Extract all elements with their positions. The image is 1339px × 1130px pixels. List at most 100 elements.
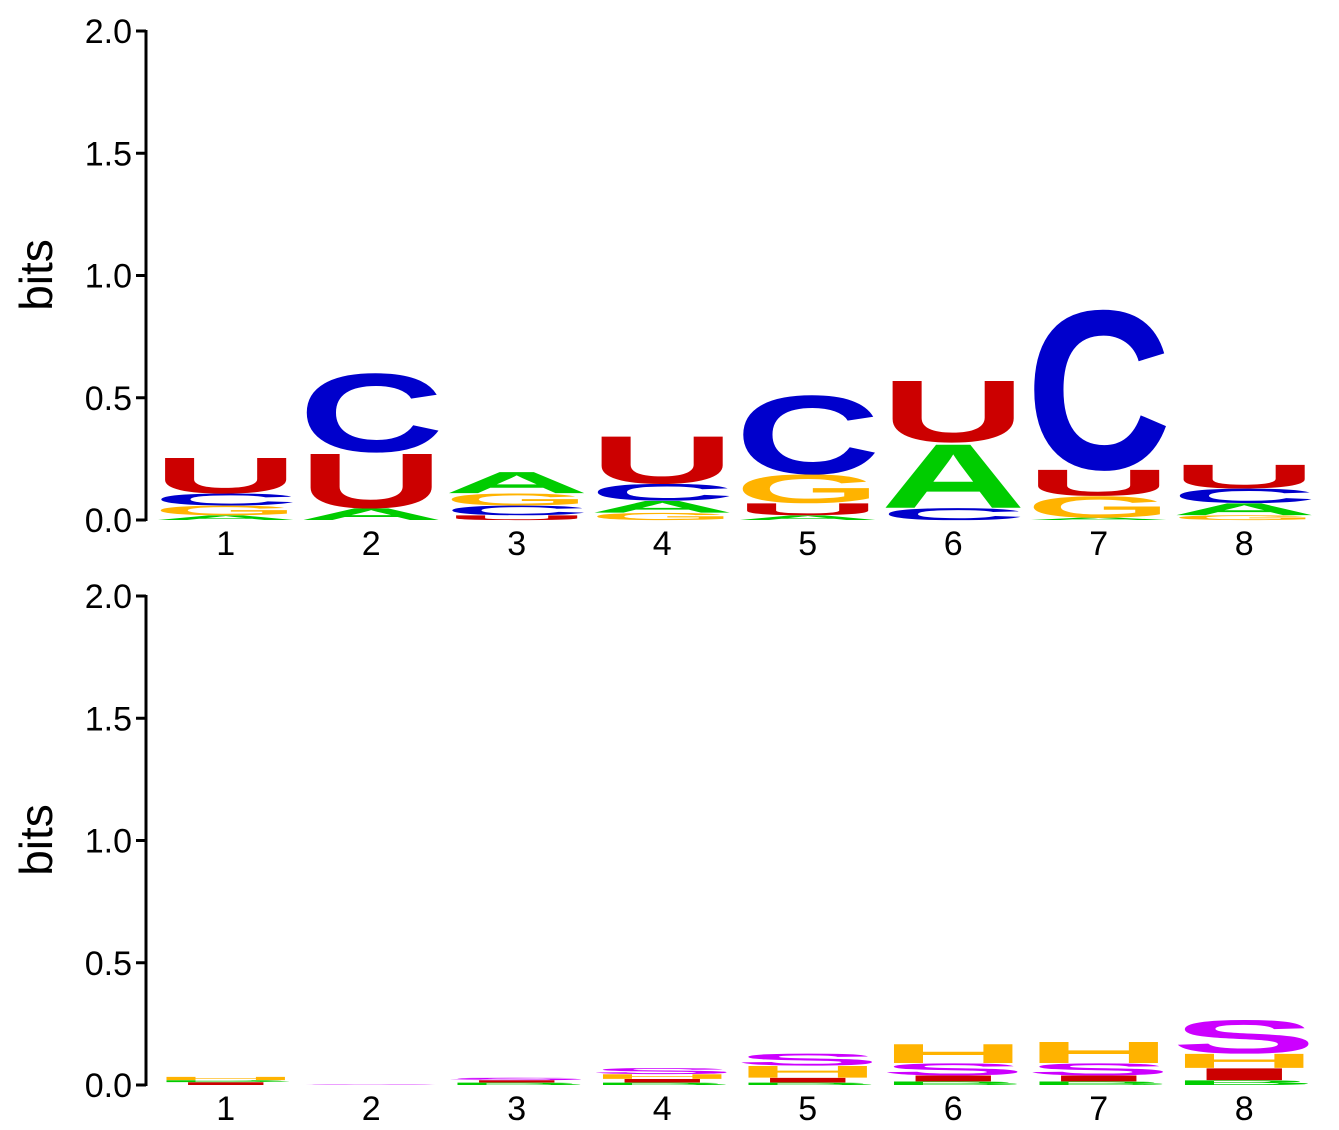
x-tick-label: 1	[216, 1090, 235, 1128]
x-tick-label: 8	[1235, 1090, 1254, 1128]
logo-letter-S: S	[590, 1066, 735, 1076]
logo-letter-U: U	[735, 500, 881, 519]
logo-letter-A: A	[881, 425, 1026, 528]
y-tick-label: 2.0	[85, 578, 132, 616]
logo-letter-G: G	[444, 490, 589, 509]
logo-letter-B: B	[444, 1082, 589, 1086]
x-tick-label: 8	[1235, 525, 1254, 563]
logo-letter-C: C	[1172, 485, 1317, 508]
logo-letter-A: A	[444, 466, 590, 500]
logo-letter-C: C	[153, 490, 299, 509]
logo-letter-H: H	[153, 1076, 299, 1081]
y-tick-label: 1.0	[85, 258, 132, 296]
x-tick-label: 4	[653, 525, 672, 563]
logo-letter-H: H	[881, 1039, 1026, 1069]
logo-letter-B: B	[735, 1082, 880, 1086]
logo-letter-B: B	[153, 1080, 298, 1083]
y-axis-label: bits	[10, 804, 62, 876]
x-tick-label: 5	[798, 525, 817, 563]
logo-letter-C: C	[880, 505, 1026, 524]
x-tick-label: 2	[362, 1090, 381, 1128]
logo-letter-C: C	[735, 372, 880, 498]
y-tick-label: 0.0	[85, 1067, 132, 1105]
logo-letter-B: B	[880, 1080, 1026, 1086]
logo-letter-G: G	[1026, 490, 1171, 524]
logo-letter-U: U	[444, 514, 589, 522]
logo-letter-G: G	[590, 511, 735, 522]
logo-letter-I: I	[444, 1079, 589, 1083]
logo-letter-S: S	[1026, 1060, 1171, 1079]
logo-letter-G: G	[735, 466, 880, 512]
x-tick-label: 6	[944, 525, 963, 563]
logo-letter-C: C	[444, 503, 589, 518]
y-tick-label: 0.5	[85, 380, 132, 418]
x-tick-label: 1	[216, 525, 235, 563]
logo-letter-U: U	[881, 362, 1026, 461]
logo-letter-I: I	[735, 1076, 880, 1084]
logo-letter-A: A	[298, 505, 444, 524]
x-tick-label: 4	[653, 1090, 672, 1128]
logo-letter-I: I	[1172, 1065, 1317, 1084]
logo-letter-I: I	[153, 1081, 298, 1086]
logo-letter-H: H	[590, 1073, 735, 1081]
y-tick-label: 0.5	[85, 945, 132, 983]
logo-letter-G: G	[153, 503, 298, 518]
logo-letter-S: S	[299, 1084, 444, 1085]
logo-stack-position-6: CAU	[880, 362, 1026, 528]
logo-letter-S: S	[881, 1060, 1026, 1079]
logo-letter-S: S	[735, 1050, 880, 1069]
logo-letter-I: I	[1026, 1074, 1171, 1083]
logo-letter-I: I	[590, 1078, 735, 1084]
logo-letter-H: H	[1172, 1050, 1317, 1073]
logo-stack-position-2: AUC	[298, 350, 444, 525]
logo-letter-C: C	[590, 479, 735, 506]
y-axis-label: bits	[10, 239, 62, 311]
logo-letter-B: B	[1172, 1079, 1317, 1087]
y-tick-label: 1.5	[85, 135, 132, 173]
logo-letter-U: U	[153, 447, 299, 504]
logo-letter-C: C	[1026, 262, 1171, 517]
x-tick-label: 3	[507, 525, 526, 563]
logo-letter-A: A	[1026, 517, 1171, 521]
logo-letter-H: H	[1026, 1035, 1172, 1069]
y-tick-label: 0.0	[85, 502, 132, 540]
logo-letter-U: U	[1026, 462, 1171, 504]
logo-letter-H: H	[735, 1062, 881, 1081]
logo-letter-S: S	[444, 1077, 589, 1081]
y-tick-label: 1.5	[85, 700, 132, 738]
logo-letter-G: G	[1172, 514, 1317, 522]
logo-letter-U: U	[590, 422, 735, 498]
logo-letter-U: U	[299, 438, 444, 525]
x-tick-label: 3	[507, 1090, 526, 1128]
logo-letter-A: A	[735, 514, 880, 522]
logo-letter-I: I	[881, 1074, 1026, 1083]
logo-letter-B: B	[1026, 1080, 1172, 1086]
y-tick-label: 1.0	[85, 823, 132, 861]
x-tick-label: 5	[798, 1090, 817, 1128]
logo-letter-U: U	[1171, 457, 1317, 495]
logo-stack-position-1: IBH	[153, 1076, 299, 1086]
logo-letter-C: C	[299, 350, 444, 476]
x-tick-label: 7	[1089, 1090, 1108, 1128]
logo-letter-B: B	[590, 1082, 735, 1086]
logo-stack-position-2: S	[299, 1084, 444, 1085]
logo-letter-S: S	[1172, 1010, 1317, 1063]
x-tick-label: 6	[944, 1090, 963, 1128]
logo-letter-A: A	[589, 497, 735, 516]
logo-letter-A: A	[153, 514, 298, 522]
x-tick-label: 2	[362, 525, 381, 563]
